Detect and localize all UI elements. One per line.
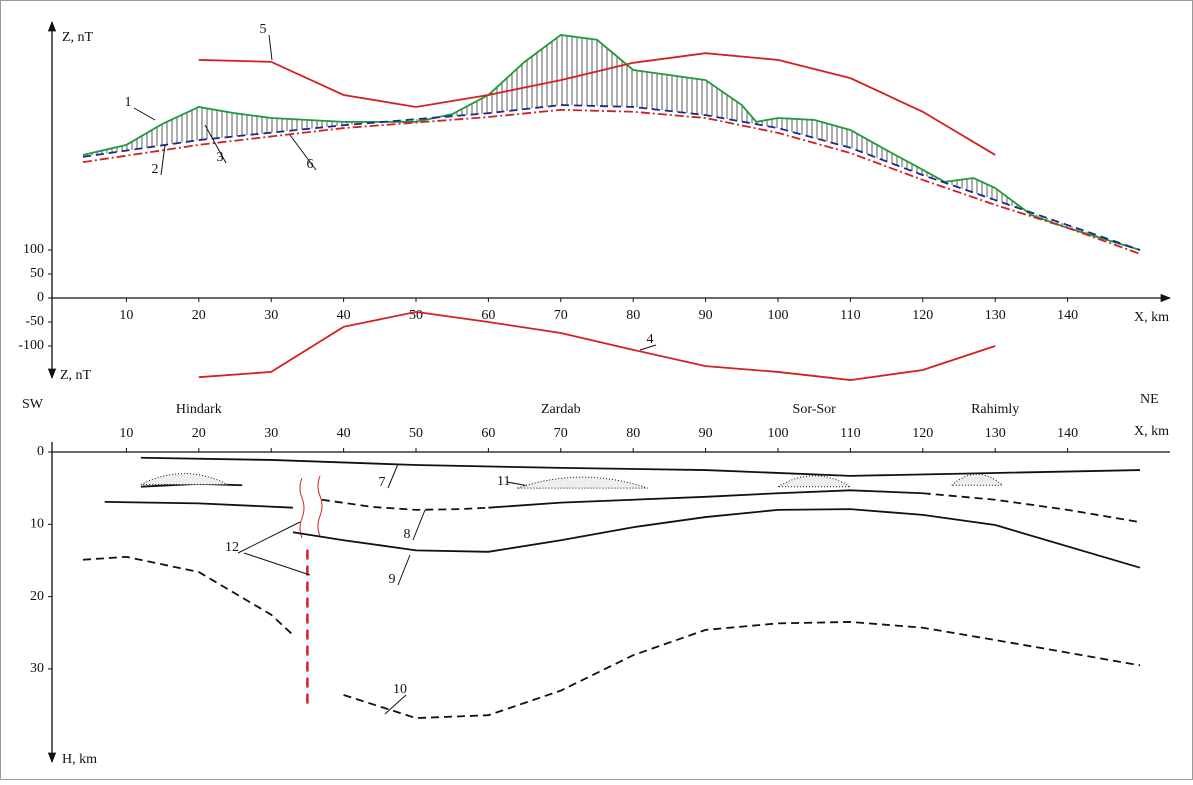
x-tick-label: 100 <box>768 426 789 441</box>
lens <box>778 476 850 487</box>
y-tick-label: 20 <box>30 589 44 604</box>
x-tick-label: 50 <box>409 308 423 323</box>
figure: Z, nT Z, nT X, km X, km H, km SW NE 11 1… <box>0 0 1193 780</box>
x-tick-label: 60 <box>481 426 495 441</box>
x-tick-label: 120 <box>912 426 933 441</box>
place-label: Sor-Sor <box>793 402 837 417</box>
x-tick-label: 140 <box>1057 426 1078 441</box>
annotation: 11 <box>497 474 510 489</box>
place-label: Zardab <box>541 402 581 417</box>
x-tick-label: 80 <box>626 308 640 323</box>
y-tick-label: -50 <box>25 314 44 329</box>
leader <box>269 35 272 60</box>
series-line <box>293 509 1140 568</box>
x-tick-label: 40 <box>337 426 351 441</box>
fault-wavy <box>300 476 322 538</box>
y-axis-label: Z, nT <box>62 30 94 45</box>
series-line <box>105 490 923 507</box>
x-axis-label: X, km <box>1134 310 1169 325</box>
lens <box>141 474 228 485</box>
x-tick-label: 10 <box>119 426 133 441</box>
leader <box>290 135 316 170</box>
x-tick-label: 70 <box>554 308 568 323</box>
y-tick-label: 100 <box>23 242 44 257</box>
series-line <box>322 493 1140 522</box>
x-tick-label: 80 <box>626 426 640 441</box>
x-tick-label: 120 <box>912 308 933 323</box>
series-label: 1 <box>125 95 132 110</box>
series-label: 5 <box>260 22 267 37</box>
x-tick-label: 130 <box>985 426 1006 441</box>
lens <box>952 474 1003 485</box>
leader <box>388 464 398 488</box>
leader <box>134 108 155 120</box>
y-tick-label: 10 <box>30 517 44 532</box>
series-label: 7 <box>379 475 386 490</box>
leader <box>238 522 300 553</box>
y-tick-label: 0 <box>37 444 44 459</box>
place-label: Rahimly <box>971 402 1019 417</box>
x-tick-label: 110 <box>840 308 860 323</box>
series-label: 4 <box>647 332 654 347</box>
x-axis-label: X, km <box>1134 424 1169 439</box>
page: Z, nT Z, nT X, km X, km H, km SW NE 11 1… <box>0 0 1193 785</box>
x-tick-label: 140 <box>1057 308 1078 323</box>
lens <box>517 477 647 488</box>
y-tick-label: -100 <box>18 338 44 353</box>
x-tick-label: 20 <box>192 426 206 441</box>
series-line <box>141 458 1140 476</box>
x-tick-label: 50 <box>409 426 423 441</box>
leader <box>398 555 410 585</box>
x-tick-label: 30 <box>264 426 278 441</box>
leader <box>244 553 310 575</box>
x-tick-label: 20 <box>192 308 206 323</box>
x-tick-label: 10 <box>119 308 133 323</box>
corner-label: NE <box>1140 392 1159 407</box>
place-label: Hindark <box>176 402 222 417</box>
x-tick-label: 130 <box>985 308 1006 323</box>
y-tick-label: 0 <box>37 290 44 305</box>
corner-label: SW <box>22 397 44 412</box>
x-tick-label: 30 <box>264 308 278 323</box>
series-label: 8 <box>404 527 411 542</box>
x-tick-label: 90 <box>699 308 713 323</box>
x-tick-label: 70 <box>554 426 568 441</box>
series-line <box>83 557 1140 718</box>
series-label: 2 <box>152 162 159 177</box>
leader <box>413 510 425 540</box>
x-tick-label: 100 <box>768 308 789 323</box>
x-tick-label: 40 <box>337 308 351 323</box>
y-tick-label: 50 <box>30 266 44 281</box>
x-tick-label: 110 <box>840 426 860 441</box>
series-label: 12 <box>225 540 239 555</box>
y-tick-label: 30 <box>30 661 44 676</box>
series-label: 9 <box>389 572 396 587</box>
x-tick-label: 90 <box>699 426 713 441</box>
y-axis-label: Z, nT <box>60 368 92 383</box>
series-line <box>199 312 995 380</box>
series-label: 10 <box>393 682 407 697</box>
y-axis-label: H, km <box>62 752 97 767</box>
